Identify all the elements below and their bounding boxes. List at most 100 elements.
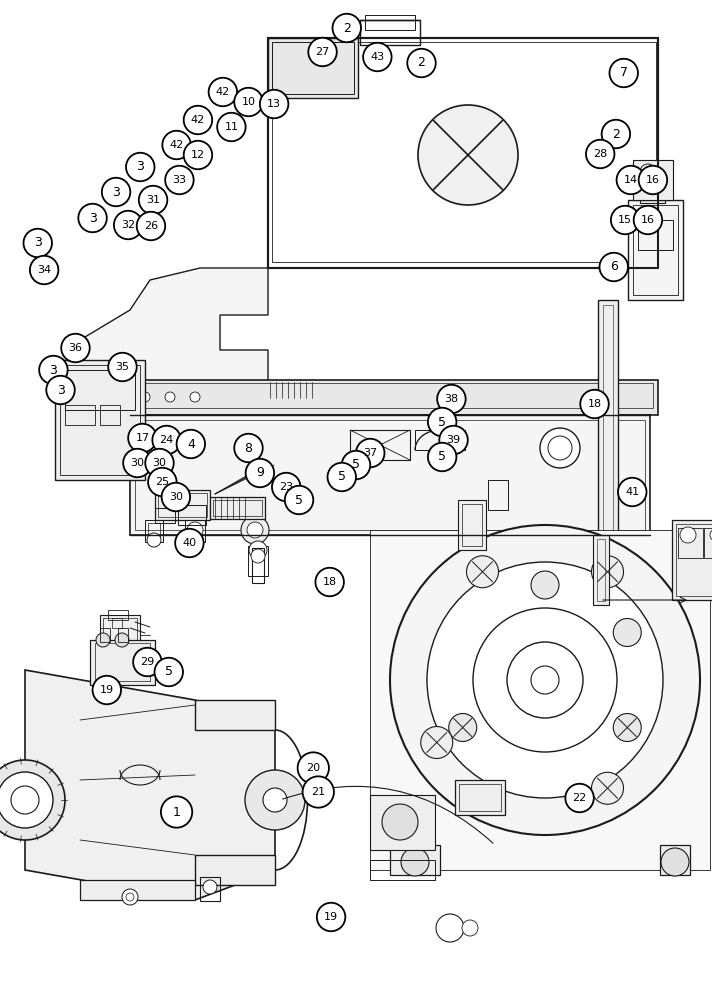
Circle shape xyxy=(147,533,161,547)
Circle shape xyxy=(272,473,300,501)
Circle shape xyxy=(23,229,52,257)
Text: 16: 16 xyxy=(641,215,655,225)
Bar xyxy=(80,880,195,900)
Text: 11: 11 xyxy=(224,122,239,132)
Text: 28: 28 xyxy=(593,149,607,159)
Circle shape xyxy=(108,353,137,381)
Circle shape xyxy=(428,408,456,436)
Circle shape xyxy=(382,804,418,840)
Bar xyxy=(195,700,275,730)
Bar xyxy=(100,615,140,645)
Bar xyxy=(660,845,690,875)
Text: 6: 6 xyxy=(609,260,618,273)
Circle shape xyxy=(249,541,267,559)
Text: 41: 41 xyxy=(625,487,639,497)
Text: 25: 25 xyxy=(155,477,169,487)
Bar xyxy=(100,405,120,425)
Circle shape xyxy=(592,772,624,804)
Text: 36: 36 xyxy=(68,343,83,353)
Circle shape xyxy=(342,451,370,479)
Text: 30: 30 xyxy=(130,458,145,468)
Circle shape xyxy=(245,770,305,830)
Text: 12: 12 xyxy=(191,150,205,160)
Circle shape xyxy=(680,527,696,543)
Text: 30: 30 xyxy=(152,458,167,468)
Bar xyxy=(370,530,710,870)
Text: 21: 21 xyxy=(311,787,325,797)
Text: 2: 2 xyxy=(417,56,426,70)
Bar xyxy=(90,640,155,685)
Text: 31: 31 xyxy=(146,195,160,205)
Circle shape xyxy=(315,568,344,596)
Circle shape xyxy=(139,186,167,214)
Bar xyxy=(178,505,206,525)
Circle shape xyxy=(418,105,518,205)
Bar xyxy=(85,383,653,408)
Bar xyxy=(598,300,618,540)
Circle shape xyxy=(428,443,456,471)
Circle shape xyxy=(540,428,580,468)
Text: 18: 18 xyxy=(323,577,337,587)
Circle shape xyxy=(234,434,263,462)
Circle shape xyxy=(140,392,150,402)
Circle shape xyxy=(421,726,453,758)
Circle shape xyxy=(356,439,384,467)
Circle shape xyxy=(247,522,263,538)
Text: 1: 1 xyxy=(172,806,181,818)
Text: 26: 26 xyxy=(144,221,158,231)
Bar xyxy=(213,500,262,516)
Bar xyxy=(676,524,712,596)
Circle shape xyxy=(473,608,617,752)
Bar xyxy=(633,205,678,295)
Bar xyxy=(640,185,665,203)
Text: 42: 42 xyxy=(191,115,205,125)
Circle shape xyxy=(613,618,642,647)
Bar xyxy=(95,643,150,681)
Bar xyxy=(272,42,656,262)
Text: 30: 30 xyxy=(169,492,183,502)
Circle shape xyxy=(203,880,217,894)
Text: 9: 9 xyxy=(256,466,264,480)
Bar xyxy=(272,42,354,94)
Circle shape xyxy=(333,14,361,42)
Text: 24: 24 xyxy=(159,435,174,445)
Circle shape xyxy=(363,43,392,71)
Circle shape xyxy=(137,212,165,240)
Circle shape xyxy=(303,776,334,808)
Circle shape xyxy=(155,658,183,686)
Bar xyxy=(638,220,673,250)
Circle shape xyxy=(308,38,337,66)
Text: 19: 19 xyxy=(324,912,338,922)
Bar xyxy=(108,610,128,620)
Circle shape xyxy=(285,486,313,514)
Circle shape xyxy=(439,426,468,454)
Bar xyxy=(365,15,415,30)
Circle shape xyxy=(602,120,630,148)
Bar xyxy=(210,497,265,519)
Text: 23: 23 xyxy=(279,482,293,492)
Circle shape xyxy=(162,131,191,159)
Circle shape xyxy=(241,516,269,544)
Bar xyxy=(148,523,160,539)
Circle shape xyxy=(317,903,345,931)
Bar xyxy=(100,628,110,642)
Circle shape xyxy=(152,426,181,454)
Text: 3: 3 xyxy=(112,186,120,198)
Text: 2: 2 xyxy=(342,21,351,34)
Circle shape xyxy=(580,390,609,418)
Text: 5: 5 xyxy=(352,458,360,472)
Bar xyxy=(103,618,137,642)
Text: 32: 32 xyxy=(121,220,135,230)
Circle shape xyxy=(78,204,107,232)
Bar xyxy=(597,539,605,601)
Circle shape xyxy=(640,164,656,180)
Text: 29: 29 xyxy=(140,657,155,667)
Circle shape xyxy=(661,848,689,876)
Text: 33: 33 xyxy=(172,175,187,185)
Bar xyxy=(350,430,410,460)
Circle shape xyxy=(133,648,162,676)
Bar xyxy=(645,175,660,187)
Circle shape xyxy=(126,893,134,901)
Circle shape xyxy=(114,211,142,239)
Circle shape xyxy=(565,784,594,812)
